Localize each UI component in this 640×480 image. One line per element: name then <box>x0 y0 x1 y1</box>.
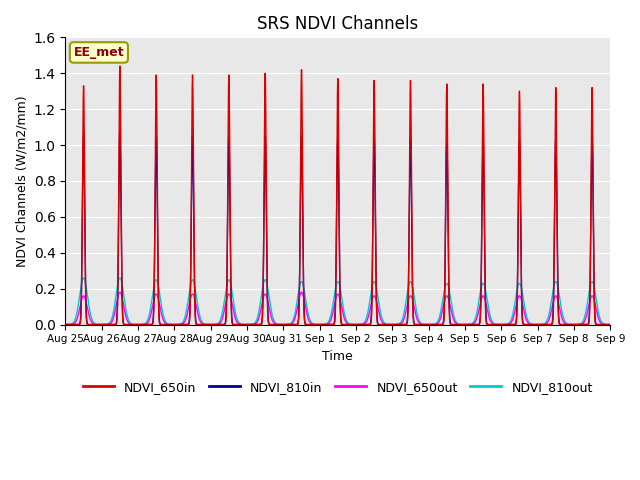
NDVI_650in <box>181 322 189 327</box>
NDVI_650out <box>61 322 69 327</box>
NDVI_650in <box>193 321 200 327</box>
Line: NDVI_810in: NDVI_810in <box>65 131 611 324</box>
Title: SRS NDVI Channels: SRS NDVI Channels <box>257 15 419 33</box>
Legend: NDVI_650in, NDVI_810in, NDVI_650out, NDVI_810out: NDVI_650in, NDVI_810in, NDVI_650out, NDV… <box>78 376 598 399</box>
NDVI_810in <box>121 322 129 327</box>
NDVI_810out <box>534 322 541 327</box>
NDVI_810out <box>607 322 614 327</box>
X-axis label: Time: Time <box>323 350 353 363</box>
NDVI_810out <box>181 314 189 320</box>
NDVI_650in <box>534 322 541 327</box>
NDVI_650out <box>607 322 614 327</box>
NDVI_650in <box>121 322 129 327</box>
NDVI_810out <box>121 300 129 305</box>
Line: NDVI_810out: NDVI_810out <box>65 278 611 324</box>
Line: NDVI_650in: NDVI_650in <box>65 66 611 324</box>
Text: EE_met: EE_met <box>74 46 124 59</box>
Y-axis label: NDVI Channels (W/m2/mm): NDVI Channels (W/m2/mm) <box>15 95 28 267</box>
Line: NDVI_650out: NDVI_650out <box>65 292 611 324</box>
NDVI_650out <box>193 303 200 309</box>
NDVI_810out <box>193 292 200 298</box>
NDVI_650in <box>116 63 124 69</box>
NDVI_650out <box>116 289 124 295</box>
NDVI_650out <box>79 294 86 300</box>
NDVI_650in <box>607 322 614 327</box>
NDVI_650out <box>350 322 358 327</box>
NDVI_810out <box>61 322 69 327</box>
NDVI_810out <box>80 275 88 281</box>
NDVI_650out <box>181 318 189 324</box>
NDVI_810out <box>350 322 358 327</box>
NDVI_810in <box>79 174 86 180</box>
NDVI_650out <box>121 309 129 314</box>
NDVI_810in <box>534 322 541 327</box>
NDVI_810out <box>79 276 86 282</box>
NDVI_810in <box>607 322 614 327</box>
NDVI_650out <box>534 322 541 327</box>
NDVI_810in <box>116 128 124 133</box>
NDVI_810in <box>193 321 200 326</box>
NDVI_650in <box>61 322 69 327</box>
NDVI_810in <box>350 322 358 327</box>
NDVI_650in <box>350 322 358 327</box>
NDVI_810in <box>181 322 189 327</box>
NDVI_810in <box>61 322 69 327</box>
NDVI_650in <box>79 149 86 155</box>
